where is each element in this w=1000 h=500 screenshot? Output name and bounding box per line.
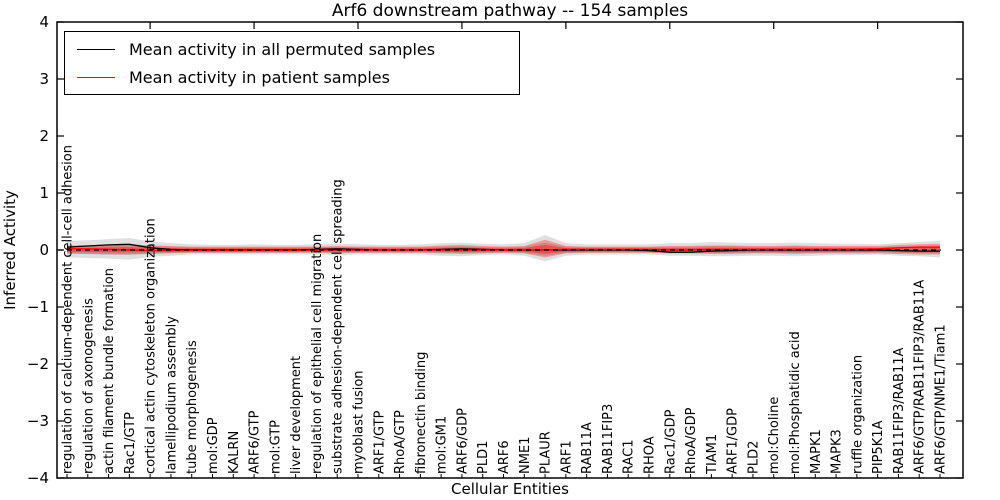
- chart-title: Arf6 downstream pathway -- 154 samples: [331, 1, 689, 21]
- y-tick-label: 3: [39, 70, 49, 88]
- x-tick-label: ARF1/GTP: [372, 410, 387, 474]
- x-tick-label: regulation of epithelial cell migration: [310, 234, 325, 474]
- x-tick-label: TIAM1: [705, 434, 720, 475]
- x-tick-label: RhoA/GDP: [684, 407, 699, 474]
- y-tick-label: −4: [27, 469, 49, 487]
- x-tick-label: Rac1/GDP: [663, 409, 678, 474]
- x-tick-label: lamellipodium assembly: [164, 316, 179, 474]
- y-tick-label: 4: [39, 13, 49, 31]
- x-tick-label: PLAUR: [539, 431, 554, 474]
- x-tick-label: actin filament bundle formation: [102, 268, 117, 474]
- x-tick-label: RhoA/GTP: [393, 410, 408, 474]
- x-tick-label: ruffle organization: [850, 355, 865, 474]
- x-tick-label: mol:Phosphatidic acid: [788, 331, 803, 474]
- x-tick-label: PLD1: [476, 441, 491, 474]
- legend-entry-permuted: Mean activity in all permuted samples: [71, 36, 513, 62]
- legend: Mean activity in all permuted samples Me…: [64, 31, 520, 95]
- y-tick-label: −1: [27, 298, 49, 316]
- y-tick-label: 2: [39, 127, 49, 145]
- x-tick-label: mol:Choline: [767, 397, 782, 474]
- x-tick-label: PLD2: [746, 441, 761, 474]
- x-tick-label: PIP5K1A: [871, 420, 886, 474]
- permuted-samples-range-band-outer: [67, 235, 940, 262]
- x-tick-label: RAC1: [622, 439, 637, 474]
- x-tick-label: MAPK1: [809, 429, 824, 474]
- y-tick-label: −2: [27, 355, 49, 373]
- x-tick-label: RHOA: [643, 436, 658, 474]
- x-tick-label: RAB11A: [580, 422, 595, 474]
- x-tick-label: myoblast fusion: [352, 370, 367, 474]
- x-axis-label: Cellular Entities: [451, 480, 569, 498]
- permuted-line-swatch: [77, 48, 115, 50]
- legend-label: Mean activity in patient samples: [129, 67, 390, 87]
- x-tick-label: mol:GM1: [435, 416, 450, 474]
- x-tick-label: substrate adhesion-dependent cell spread…: [331, 179, 346, 474]
- x-tick-label: mol:GTP: [268, 420, 283, 474]
- x-tick-label: regulation of calcium-dependent cell-cel…: [61, 145, 76, 474]
- legend-entry-patient: Mean activity in patient samples: [71, 64, 513, 90]
- x-tick-label: RAB11FIP3/RAB11A: [892, 347, 907, 474]
- x-tick-label: regulation of axonogenesis: [81, 298, 96, 474]
- x-tick-label: liver development: [289, 356, 304, 474]
- x-tick-label: fibronectin binding: [414, 352, 429, 474]
- x-tick-label: cortical actin cytoskeleton organization: [144, 218, 159, 474]
- x-tick-label: ARF1: [559, 440, 574, 474]
- legend-label: Mean activity in all permuted samples: [129, 39, 436, 59]
- x-tick-label: tube morphogenesis: [185, 340, 200, 474]
- x-tick-label: ARF1/GDP: [726, 408, 741, 474]
- x-tick-label: ARF6/GTP/NME1/Tiam1: [934, 324, 949, 474]
- y-tick-label: −3: [27, 412, 49, 430]
- y-tick-label: 0: [39, 241, 49, 259]
- x-tick-label: ARF6/GTP/RAB11FIP3/RAB11A: [913, 280, 928, 474]
- x-tick-label: RAB11FIP3: [601, 404, 616, 474]
- x-tick-label: Rac1/GTP: [123, 412, 138, 474]
- patient-samples-range-band-outer: [67, 239, 940, 258]
- x-tick-label: MAPK3: [830, 429, 845, 474]
- x-tick-label: mol:GDP: [206, 417, 221, 474]
- x-tick-label: NME1: [518, 437, 533, 474]
- patient-line-swatch: [77, 76, 115, 78]
- x-tick-label: ARF6/GDP: [455, 408, 470, 474]
- x-tick-label: KALRN: [227, 431, 242, 474]
- y-tick-label: 1: [39, 184, 49, 202]
- x-tick-label: ARF6/GTP: [248, 410, 263, 474]
- y-axis-label: Inferred Activity: [1, 190, 19, 310]
- x-tick-label: ARF6: [497, 440, 512, 474]
- permuted-samples-range-band-inner: [67, 242, 940, 256]
